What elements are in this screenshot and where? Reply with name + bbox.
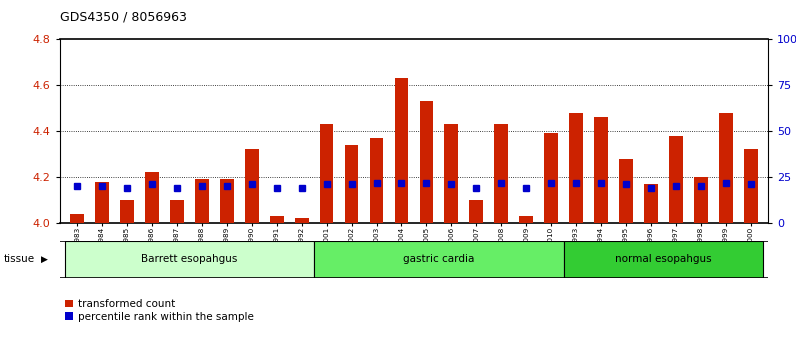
Bar (369, 138, 384, 223)
Bar (395, 78, 408, 223)
Bar (470, 200, 483, 223)
Text: GDS4350 / 8056963: GDS4350 / 8056963 (60, 11, 186, 24)
Bar (245, 149, 259, 223)
Bar (519, 216, 533, 223)
Bar (619, 159, 633, 223)
Bar (669, 136, 683, 223)
Bar (295, 218, 309, 223)
Bar (345, 145, 358, 223)
Bar (320, 124, 334, 223)
Bar (694, 177, 708, 223)
Bar (120, 200, 134, 223)
Bar (314, 241, 564, 278)
Bar (145, 172, 159, 223)
Bar (644, 184, 657, 223)
Bar (444, 124, 458, 223)
Bar (494, 124, 508, 223)
Bar (64, 241, 314, 278)
Bar (195, 179, 209, 223)
Bar (719, 113, 732, 223)
Bar (419, 101, 433, 223)
Text: normal esopahgus: normal esopahgus (615, 254, 712, 264)
Text: ▶: ▶ (41, 255, 49, 264)
Bar (594, 117, 608, 223)
Bar (569, 113, 583, 223)
Text: tissue: tissue (4, 254, 35, 264)
Bar (220, 179, 234, 223)
Bar (270, 216, 283, 223)
Bar (170, 200, 184, 223)
Bar (70, 214, 84, 223)
Bar (544, 133, 558, 223)
Bar (743, 149, 758, 223)
Text: gastric cardia: gastric cardia (404, 254, 474, 264)
Bar (564, 241, 763, 278)
Legend: transformed count, percentile rank within the sample: transformed count, percentile rank withi… (65, 299, 255, 322)
Text: Barrett esopahgus: Barrett esopahgus (141, 254, 237, 264)
Bar (96, 182, 109, 223)
